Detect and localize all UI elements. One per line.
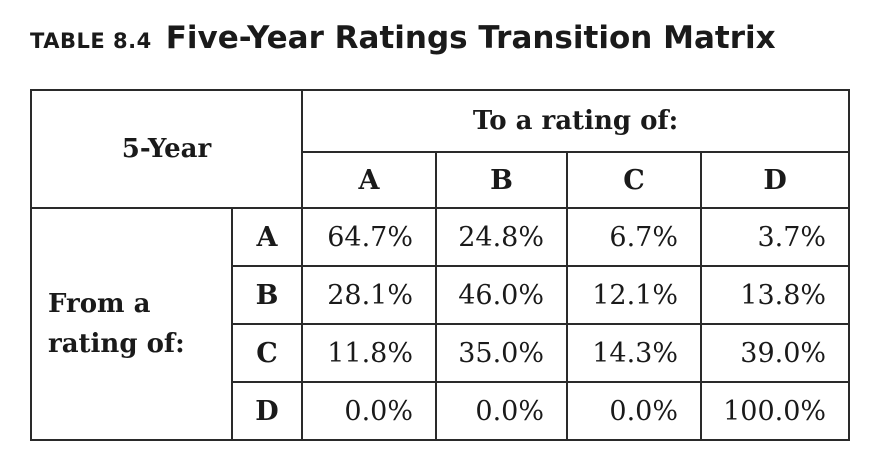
table-title-text: Five-Year Ratings Transition Matrix bbox=[165, 20, 776, 56]
from-rating-header-line2: rating of: bbox=[48, 329, 185, 359]
table-cell: 14.3% bbox=[566, 323, 703, 383]
table-cell: 12.1% bbox=[566, 265, 703, 325]
table-row: B 28.1% 46.0% 12.1% 13.8% bbox=[31, 265, 851, 325]
table-cell: 0.0% bbox=[435, 381, 569, 441]
table-cell: 24.8% bbox=[435, 207, 569, 267]
from-rating-header-line1: From a bbox=[48, 289, 151, 319]
column-header-c: C bbox=[566, 151, 703, 209]
from-rating-header: From a rating of: bbox=[30, 207, 233, 441]
header-row-group: 5-Year To a rating of: bbox=[29, 89, 851, 209]
table-cell: 13.8% bbox=[700, 265, 851, 325]
header-row-columns: A B C D bbox=[31, 151, 851, 209]
table-cell: 3.7% bbox=[700, 207, 851, 267]
column-header-d: D bbox=[700, 151, 851, 209]
table-cell: 0.0% bbox=[566, 381, 703, 441]
table-cell: 35.0% bbox=[435, 323, 569, 383]
table-cell: 39.0% bbox=[700, 323, 851, 383]
table-cell: 64.7% bbox=[301, 207, 438, 267]
row-header-d: D bbox=[230, 381, 304, 441]
to-rating-header: To a rating of: bbox=[301, 89, 851, 153]
table-cell: 6.7% bbox=[566, 207, 703, 267]
table-row: D 0.0% 0.0% 0.0% 100.0% bbox=[31, 381, 851, 441]
row-header-b: B bbox=[230, 265, 304, 325]
table-row: C 11.8% 35.0% 14.3% 39.0% bbox=[31, 323, 851, 383]
column-header-a: A bbox=[301, 151, 438, 209]
column-header-b: B bbox=[435, 151, 569, 209]
table-row: From a rating of: A 64.7% 24.8% 6.7% 3.7… bbox=[30, 207, 851, 441]
row-header-a: A bbox=[230, 207, 304, 267]
table-cell: 100.0% bbox=[700, 381, 851, 441]
table-cell: 46.0% bbox=[435, 265, 569, 325]
corner-header: 5-Year bbox=[29, 89, 304, 209]
transition-matrix-table: 5-Year To a rating of: A B C D From a ra… bbox=[29, 89, 851, 441]
table-title: TABLE 8.4 Five-Year Ratings Transition Ma… bbox=[30, 20, 776, 66]
table-cell: 11.8% bbox=[301, 323, 438, 383]
table-number-label: TABLE 8.4 bbox=[30, 29, 152, 53]
table-cell: 0.0% bbox=[301, 381, 438, 441]
table-cell: 28.1% bbox=[301, 265, 438, 325]
row-header-c: C bbox=[230, 323, 304, 383]
